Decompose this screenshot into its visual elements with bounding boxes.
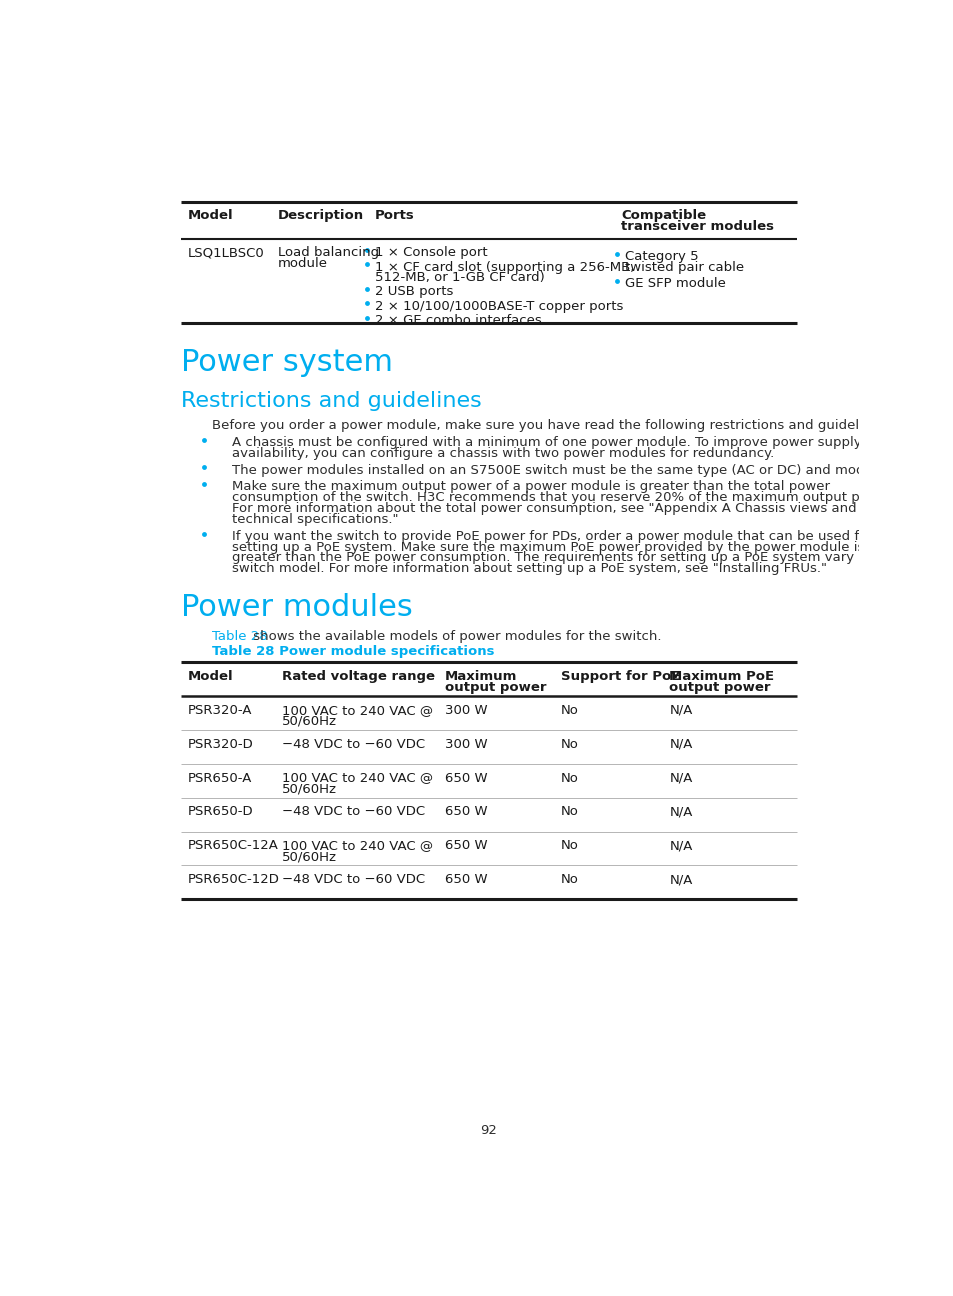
Text: 650 W: 650 W <box>444 874 487 886</box>
Text: For more information about the total power consumption, see "Appendix A Chassis : For more information about the total pow… <box>232 502 856 515</box>
Text: No: No <box>560 737 578 750</box>
Text: −48 VDC to −60 VDC: −48 VDC to −60 VDC <box>282 737 425 750</box>
Text: 300 W: 300 W <box>444 704 487 717</box>
Text: Power modules: Power modules <box>181 592 413 622</box>
Text: Ports: Ports <box>375 210 415 223</box>
Text: 1 × Console port: 1 × Console port <box>375 246 487 259</box>
Text: twisted pair cable: twisted pair cable <box>624 260 743 273</box>
Text: −48 VDC to −60 VDC: −48 VDC to −60 VDC <box>282 805 425 818</box>
Text: Description: Description <box>278 210 364 223</box>
Text: 50/60Hz: 50/60Hz <box>282 714 336 727</box>
Text: 100 VAC to 240 VAC @: 100 VAC to 240 VAC @ <box>282 704 433 717</box>
Text: N/A: N/A <box>669 805 692 818</box>
Text: LSQ1LBSC0: LSQ1LBSC0 <box>187 246 264 259</box>
Text: output power: output power <box>669 680 770 693</box>
Text: 2 USB ports: 2 USB ports <box>375 285 453 298</box>
Text: PSR650-A: PSR650-A <box>187 771 252 784</box>
Text: output power: output power <box>444 680 546 693</box>
Text: consumption of the switch. H3C recommends that you reserve 20% of the maximum ou: consumption of the switch. H3C recommend… <box>232 491 894 504</box>
Text: Maximum: Maximum <box>444 670 517 683</box>
Text: No: No <box>560 874 578 886</box>
Text: 92: 92 <box>480 1124 497 1137</box>
Text: PSR650C-12A: PSR650C-12A <box>187 840 278 853</box>
Text: transceiver modules: transceiver modules <box>620 220 774 233</box>
Text: No: No <box>560 840 578 853</box>
Text: No: No <box>560 704 578 717</box>
Text: Compatible: Compatible <box>620 210 706 223</box>
Text: N/A: N/A <box>669 840 692 853</box>
Text: setting up a PoE system. Make sure the maximum PoE power provided by the power m: setting up a PoE system. Make sure the m… <box>232 540 863 553</box>
Text: Category 5: Category 5 <box>624 250 698 263</box>
Text: technical specifications.": technical specifications." <box>232 513 397 526</box>
Text: Support for PoE: Support for PoE <box>560 670 679 683</box>
Text: 512-MB, or 1-GB CF card): 512-MB, or 1-GB CF card) <box>375 271 544 284</box>
Text: Model: Model <box>187 210 233 223</box>
Text: N/A: N/A <box>669 771 692 784</box>
Text: GE SFP module: GE SFP module <box>624 277 724 290</box>
Text: 650 W: 650 W <box>444 840 487 853</box>
Text: Make sure the maximum output power of a power module is greater than the total p: Make sure the maximum output power of a … <box>232 481 829 494</box>
Text: 2 × 10/100/1000BASE-T copper ports: 2 × 10/100/1000BASE-T copper ports <box>375 299 622 312</box>
Text: switch model. For more information about setting up a PoE system, see "Installin: switch model. For more information about… <box>232 562 825 575</box>
Text: 100 VAC to 240 VAC @: 100 VAC to 240 VAC @ <box>282 771 433 784</box>
Text: greater than the PoE power consumption. The requirements for setting up a PoE sy: greater than the PoE power consumption. … <box>232 551 874 564</box>
Text: Table 28: Table 28 <box>212 630 268 643</box>
Text: 50/60Hz: 50/60Hz <box>282 850 336 863</box>
Text: 300 W: 300 W <box>444 737 487 750</box>
Text: Load balancing: Load balancing <box>278 246 379 259</box>
Text: PSR650-D: PSR650-D <box>187 805 253 818</box>
Text: Power system: Power system <box>181 349 393 377</box>
Text: 650 W: 650 W <box>444 771 487 784</box>
Text: 2 × GE combo interfaces: 2 × GE combo interfaces <box>375 314 541 327</box>
Text: module: module <box>278 257 328 270</box>
Text: Rated voltage range: Rated voltage range <box>282 670 435 683</box>
Text: Before you order a power module, make sure you have read the following restricti: Before you order a power module, make su… <box>212 419 890 432</box>
Text: −48 VDC to −60 VDC: −48 VDC to −60 VDC <box>282 874 425 886</box>
Text: PSR320-D: PSR320-D <box>187 737 253 750</box>
Text: shows the available models of power modules for the switch.: shows the available models of power modu… <box>249 630 661 643</box>
Text: N/A: N/A <box>669 737 692 750</box>
Text: availability, you can configure a chassis with two power modules for redundancy.: availability, you can configure a chassi… <box>232 447 773 460</box>
Text: No: No <box>560 805 578 818</box>
Text: Model: Model <box>187 670 233 683</box>
Text: Restrictions and guidelines: Restrictions and guidelines <box>181 391 481 411</box>
Text: N/A: N/A <box>669 704 692 717</box>
Text: 650 W: 650 W <box>444 805 487 818</box>
Text: 1 × CF card slot (supporting a 256-MB,: 1 × CF card slot (supporting a 256-MB, <box>375 260 634 273</box>
Text: 100 VAC to 240 VAC @: 100 VAC to 240 VAC @ <box>282 840 433 853</box>
Text: If you want the switch to provide PoE power for PDs, order a power module that c: If you want the switch to provide PoE po… <box>232 530 871 543</box>
Text: PSR650C-12D: PSR650C-12D <box>187 874 279 886</box>
Text: The power modules installed on an S7500E switch must be the same type (AC or DC): The power modules installed on an S7500E… <box>232 464 880 477</box>
Text: No: No <box>560 771 578 784</box>
Text: Maximum PoE: Maximum PoE <box>669 670 774 683</box>
Text: 50/60Hz: 50/60Hz <box>282 783 336 796</box>
Text: PSR320-A: PSR320-A <box>187 704 252 717</box>
Text: N/A: N/A <box>669 874 692 886</box>
Text: A chassis must be configured with a minimum of one power module. To improve powe: A chassis must be configured with a mini… <box>232 435 861 448</box>
Text: Table 28 Power module specifications: Table 28 Power module specifications <box>212 645 495 658</box>
